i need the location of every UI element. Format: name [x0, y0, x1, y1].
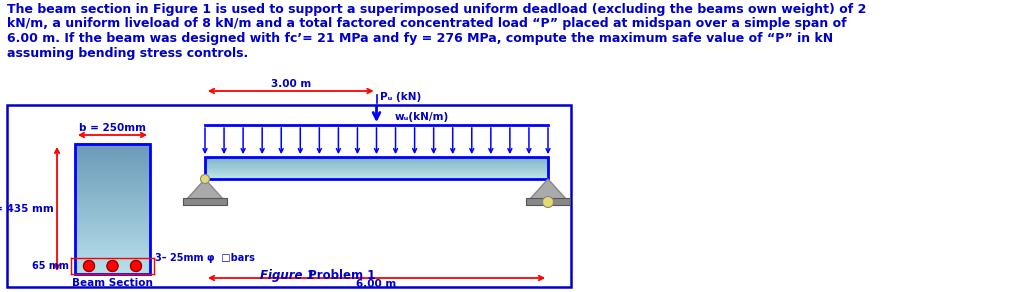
Bar: [205, 170, 548, 171]
Bar: [75, 166, 150, 170]
Text: Pᵤ (kN): Pᵤ (kN): [380, 92, 421, 102]
Polygon shape: [530, 179, 566, 199]
Bar: [75, 244, 150, 248]
Bar: [75, 156, 150, 160]
Text: Figure 1: Figure 1: [260, 269, 315, 282]
Bar: [205, 171, 548, 172]
Bar: [75, 234, 150, 238]
Bar: [205, 163, 548, 165]
Text: The beam section in Figure 1 is used to support a superimposed uniform deadload : The beam section in Figure 1 is used to …: [7, 3, 867, 16]
Bar: [75, 241, 150, 245]
Text: Problem 1: Problem 1: [304, 269, 375, 282]
Bar: [75, 147, 150, 150]
Bar: [75, 257, 150, 261]
Bar: [75, 202, 150, 206]
Text: d = 435 mm: d = 435 mm: [0, 204, 54, 214]
Bar: [75, 143, 150, 147]
Bar: [205, 168, 548, 169]
Bar: [75, 144, 150, 274]
Bar: [75, 195, 150, 199]
Bar: [205, 174, 548, 176]
Bar: [75, 185, 150, 190]
Bar: [75, 173, 150, 176]
Bar: [75, 215, 150, 219]
Bar: [75, 208, 150, 212]
Bar: [75, 231, 150, 235]
Text: b = 250mm: b = 250mm: [79, 123, 146, 133]
Bar: [526, 198, 570, 205]
Circle shape: [107, 260, 118, 272]
Text: 6.00 m. If the beam was designed with fc’= 21 MPa and fy = 276 MPa, compute the : 6.00 m. If the beam was designed with fc…: [7, 32, 833, 45]
Bar: [75, 182, 150, 186]
Text: assuming bending stress controls.: assuming bending stress controls.: [7, 46, 248, 60]
Polygon shape: [187, 179, 223, 199]
Bar: [75, 169, 150, 173]
Bar: [75, 221, 150, 225]
Bar: [75, 179, 150, 183]
Bar: [75, 237, 150, 241]
Bar: [205, 176, 548, 178]
Text: wᵤ(kN/m): wᵤ(kN/m): [394, 112, 449, 122]
Bar: [205, 166, 548, 168]
Bar: [75, 159, 150, 164]
Bar: [205, 162, 548, 164]
Bar: [205, 157, 548, 158]
Bar: [205, 161, 548, 163]
Circle shape: [130, 260, 141, 272]
Text: 3– 25mm φ  □bars: 3– 25mm φ □bars: [155, 253, 255, 263]
Bar: [75, 218, 150, 222]
Bar: [205, 159, 548, 160]
Bar: [75, 199, 150, 202]
Bar: [75, 153, 150, 157]
Bar: [205, 157, 548, 179]
Bar: [205, 160, 548, 161]
Bar: [7, 105, 571, 287]
Bar: [75, 228, 150, 232]
Bar: [75, 270, 150, 274]
Bar: [75, 254, 150, 258]
Bar: [205, 178, 548, 179]
Bar: [75, 189, 150, 193]
Bar: [205, 165, 548, 167]
Text: 65 mm: 65 mm: [33, 261, 69, 271]
Bar: [75, 267, 150, 271]
Bar: [75, 205, 150, 209]
Bar: [75, 263, 150, 267]
Bar: [205, 158, 548, 159]
Text: Beam Section: Beam Section: [72, 278, 153, 288]
Bar: [75, 163, 150, 167]
Bar: [183, 198, 227, 205]
Bar: [75, 251, 150, 255]
Bar: [75, 176, 150, 180]
Text: kN/m, a uniform liveload of 8 kN/m and a total factored concentrated load “P” pl: kN/m, a uniform liveload of 8 kN/m and a…: [7, 18, 846, 30]
Circle shape: [83, 260, 94, 272]
Bar: [205, 173, 548, 175]
Bar: [205, 172, 548, 173]
Bar: [205, 164, 548, 166]
Bar: [75, 247, 150, 251]
Bar: [75, 225, 150, 229]
Bar: [75, 150, 150, 154]
Bar: [75, 211, 150, 215]
Circle shape: [200, 175, 209, 183]
Bar: [75, 192, 150, 196]
Circle shape: [543, 197, 554, 208]
Bar: [205, 168, 548, 170]
Text: 6.00 m: 6.00 m: [357, 279, 396, 289]
Bar: [205, 175, 548, 177]
Bar: [75, 260, 150, 264]
Text: 3.00 m: 3.00 m: [270, 79, 311, 89]
